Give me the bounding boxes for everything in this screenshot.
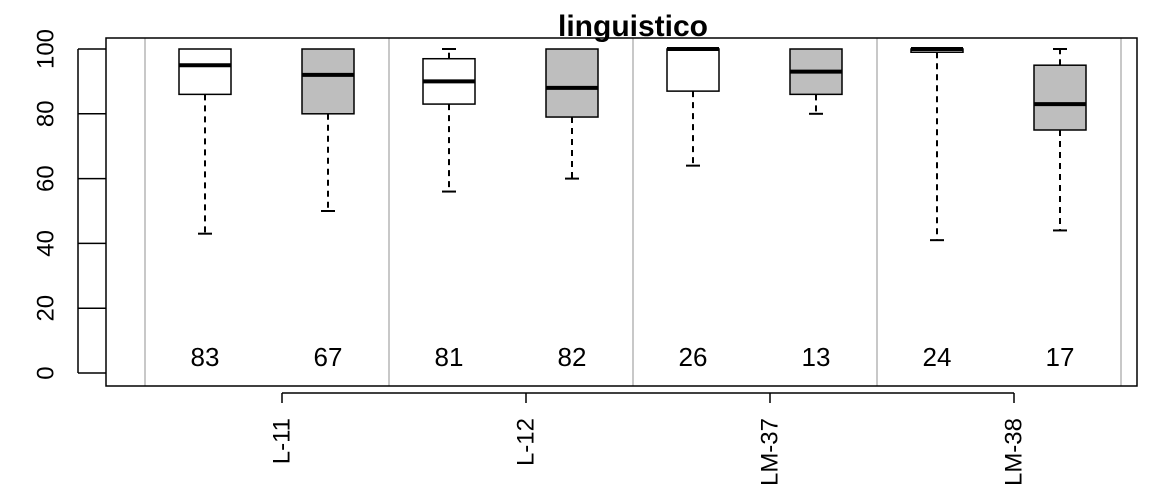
box (545, 48, 599, 118)
x-tick-label: L-11 (269, 418, 296, 464)
y-tick-label: 40 (33, 230, 60, 257)
box (666, 48, 720, 92)
count-label: 81 (435, 342, 464, 372)
x-tick-label: LM-37 (757, 418, 784, 484)
y-tick-label: 100 (33, 29, 60, 69)
count-label: 67 (314, 342, 343, 372)
box (178, 48, 232, 96)
count-label: 24 (923, 342, 952, 372)
count-label: 83 (191, 342, 220, 372)
count-label: 82 (558, 342, 587, 372)
y-tick-label: 60 (33, 165, 60, 192)
plot-area: 0 20 40 60 80 100 83 67 81 82 26 13 24 17 L-11 L-12 LM-3… (33, 29, 1138, 484)
plot-frame (105, 37, 1138, 387)
y-tick-label: 20 (33, 295, 60, 322)
box (301, 48, 355, 115)
count-label: 26 (679, 342, 708, 372)
x-tick-label: L-12 (513, 418, 540, 466)
y-tick-label: 0 (33, 366, 60, 379)
x-tick-label: LM-38 (1001, 418, 1028, 484)
count-label: 13 (802, 342, 831, 372)
y-tick-label: 80 (33, 100, 60, 127)
box (1033, 64, 1087, 131)
count-label: 17 (1046, 342, 1075, 372)
